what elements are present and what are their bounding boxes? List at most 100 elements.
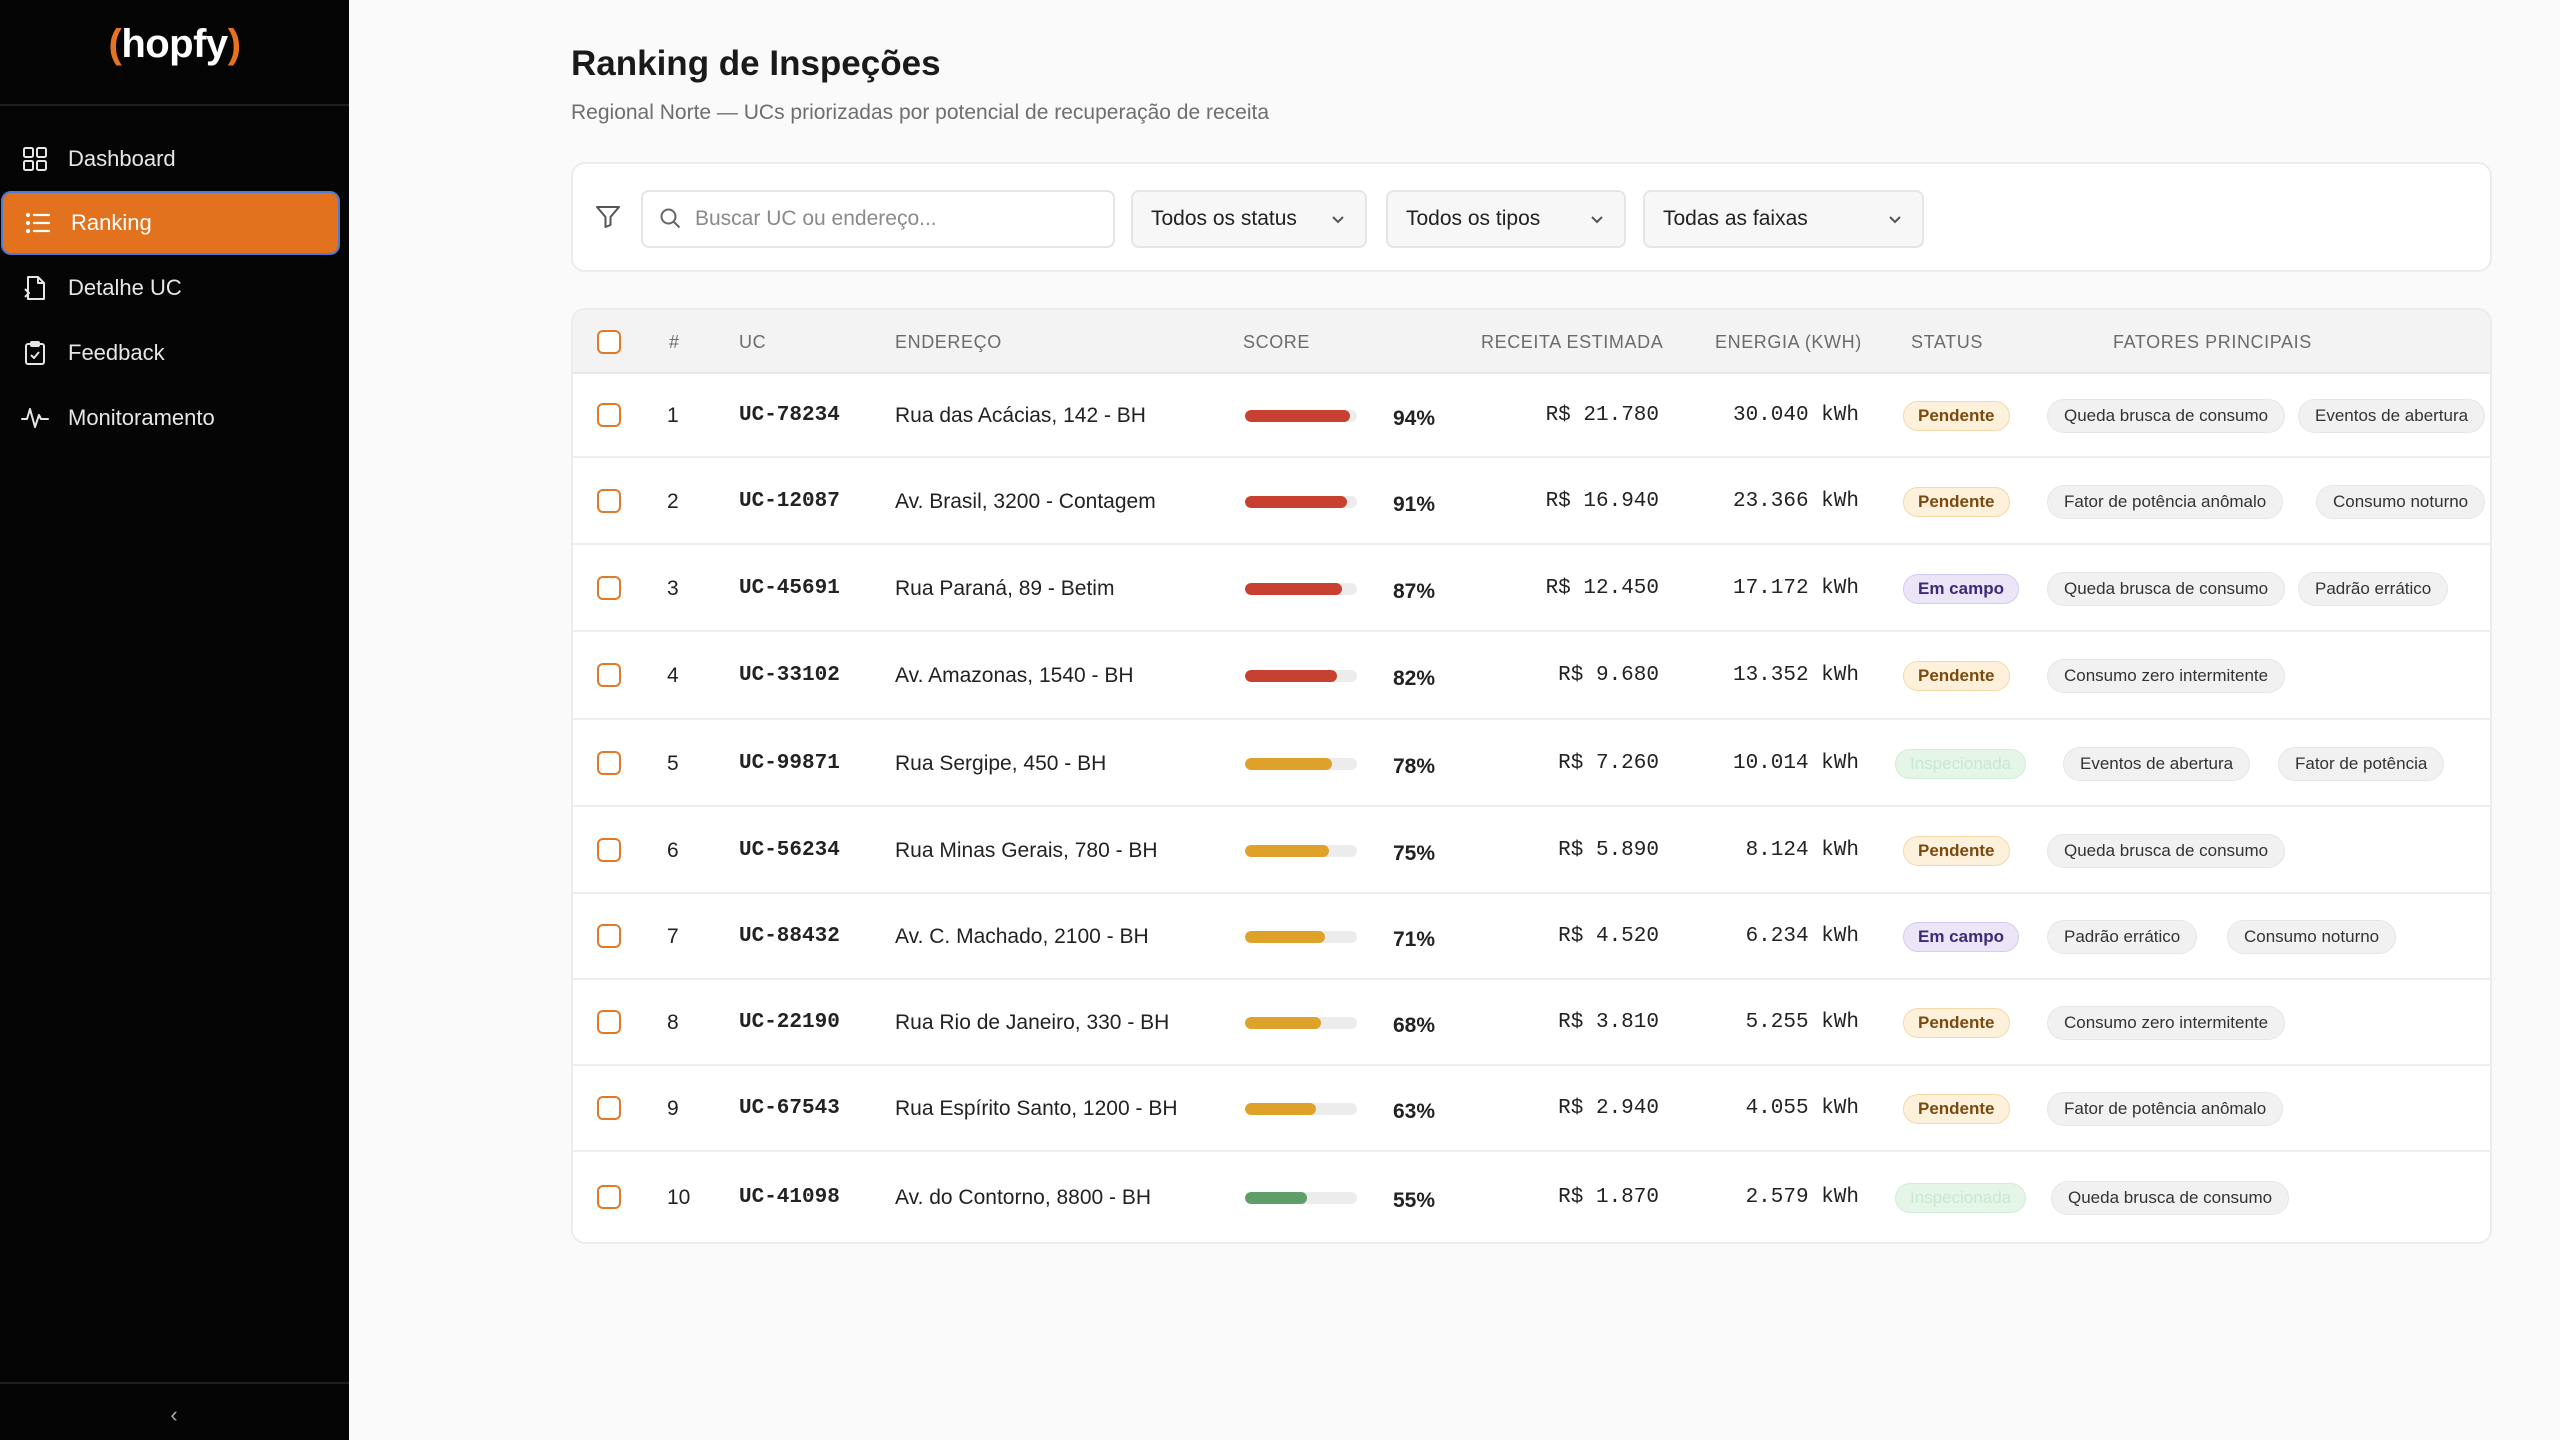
address: Rua das Acácias, 142 - BH xyxy=(895,404,1146,427)
filter-icon[interactable] xyxy=(595,204,625,234)
search-input[interactable] xyxy=(695,207,1095,231)
address: Rua Rio de Janeiro, 330 - BH xyxy=(895,1011,1170,1034)
status-badge: Pendente xyxy=(1903,661,2010,691)
table-row[interactable]: 9 UC-67543 Rua Espírito Santo, 1200 - BH 63… xyxy=(573,1066,2490,1152)
status-badge: Em campo xyxy=(1903,922,2019,952)
uc-id[interactable]: UC-41098 xyxy=(739,1186,840,1209)
score-value: 82% xyxy=(1393,667,1436,690)
estimated-revenue: R$ 4.520 xyxy=(1558,925,1659,948)
collapse-sidebar-button[interactable]: ‹ xyxy=(170,1402,178,1427)
address: Rua Sergipe, 450 - BH xyxy=(895,751,1107,775)
table-row[interactable]: 7 UC-88432 Av. C. Machado, 2100 - BH 71% R$ … xyxy=(573,894,2490,980)
uc-id[interactable]: UC-12087 xyxy=(739,489,840,513)
sidebar-divider xyxy=(0,1382,349,1384)
uc-id[interactable]: UC-33102 xyxy=(739,664,840,687)
factor-chip: Eventos de abertura xyxy=(2298,399,2486,433)
factor-chip: Consumo zero intermitente xyxy=(2047,1006,2286,1040)
score-value: 91% xyxy=(1393,492,1436,516)
estimated-revenue: R$ 2.940 xyxy=(1558,1097,1659,1120)
score-bar xyxy=(1245,1192,1357,1204)
estimated-revenue: R$ 21.780 xyxy=(1545,404,1659,427)
row-checkbox[interactable] xyxy=(597,488,621,513)
address: Av. C. Machado, 2100 - BH xyxy=(895,925,1149,948)
column-header[interactable]: STATUS xyxy=(1911,332,1983,352)
energy-kwh: 30.040 kWh xyxy=(1732,404,1859,427)
address: Rua Espírito Santo, 1200 - BH xyxy=(895,1097,1178,1120)
uc-id[interactable]: UC-99871 xyxy=(739,751,840,775)
ranking-table: # UC ENDEREÇO SCORE RECEITA ESTIMADA ENE… xyxy=(571,308,2492,1244)
factor-chip: Padrão errático xyxy=(2298,571,2449,606)
row-checkbox[interactable] xyxy=(597,1010,621,1034)
select-all-checkbox[interactable] xyxy=(597,330,621,354)
sidebar-item-dashboard[interactable]: Dashboard xyxy=(0,127,339,191)
row-checkbox[interactable] xyxy=(597,663,621,687)
energy-kwh: 13.352 kWh xyxy=(1732,664,1859,687)
brand-logo[interactable]: (hopfy) xyxy=(108,22,241,66)
factor-chip: Padrão errático xyxy=(2047,920,2198,954)
address: Av. Brasil, 3200 - Contagem xyxy=(895,489,1156,513)
table-row[interactable]: 2 UC-12087 Av. Brasil, 3200 - Contagem 91% R… xyxy=(573,458,2490,545)
search-icon xyxy=(659,207,683,231)
sidebar-item-label: Feedback xyxy=(68,340,165,365)
column-header[interactable]: FATORES PRINCIPAIS xyxy=(2113,332,2312,352)
row-checkbox[interactable] xyxy=(597,750,621,775)
column-header[interactable]: UC xyxy=(739,332,767,352)
column-header[interactable]: SCORE xyxy=(1243,332,1311,352)
row-checkbox[interactable] xyxy=(597,403,621,427)
search-box[interactable] xyxy=(641,190,1115,248)
row-checkbox[interactable] xyxy=(597,924,621,948)
uc-id[interactable]: UC-56234 xyxy=(739,838,840,862)
score-bar xyxy=(1245,495,1357,508)
table-row[interactable]: 10 UC-41098 Av. do Contorno, 8800 - BH 55% R… xyxy=(573,1152,2490,1242)
sidebar-item-label: Monitoramento xyxy=(68,405,215,430)
page-title: Ranking de Inspeções xyxy=(571,44,941,83)
sidebar-item-feedback[interactable]: Feedback xyxy=(0,321,339,385)
score-bar xyxy=(1245,582,1357,595)
estimated-revenue: R$ 16.940 xyxy=(1545,489,1659,513)
status-select-value: Todos os status xyxy=(1151,207,1297,230)
sidebar-item-monitoramento[interactable]: Monitoramento xyxy=(0,386,339,450)
row-checkbox[interactable] xyxy=(597,575,621,600)
status-select[interactable]: Todos os status xyxy=(1131,190,1367,248)
row-checkbox[interactable] xyxy=(597,1096,621,1120)
column-header[interactable]: ENERGIA (KWH) xyxy=(1715,332,1862,352)
energy-kwh: 6.234 kWh xyxy=(1745,925,1859,948)
rank-number: 9 xyxy=(667,1097,679,1120)
sidebar-item-label: Detalhe UC xyxy=(68,275,182,300)
factor-chip: Consumo noturno xyxy=(2316,484,2486,519)
score-bar xyxy=(1245,931,1357,943)
type-select-value: Todos os tipos xyxy=(1406,207,1541,230)
table-row[interactable]: 1 UC-78234 Rua das Acácias, 142 - BH 94% R$ … xyxy=(573,374,2490,458)
score-bar-fill xyxy=(1245,495,1347,508)
page-subtitle: Regional Norte — UCs priorizadas por pot… xyxy=(571,101,1270,124)
factor-chip: Eventos de abertura xyxy=(2063,746,2251,781)
uc-id[interactable]: UC-67543 xyxy=(739,1097,840,1120)
column-header[interactable]: RECEITA ESTIMADA xyxy=(1481,332,1664,352)
column-header[interactable]: # xyxy=(669,332,680,352)
score-bar-fill xyxy=(1245,582,1343,595)
factor-chip: Fator de potência xyxy=(2278,746,2445,781)
uc-id[interactable]: UC-88432 xyxy=(739,925,840,948)
score-bar-fill xyxy=(1245,670,1337,682)
table-row[interactable]: 8 UC-22190 Rua Rio de Janeiro, 330 - BH 68%… xyxy=(573,980,2490,1066)
score-bar-fill xyxy=(1245,757,1333,770)
column-header[interactable]: ENDEREÇO xyxy=(895,332,1002,352)
row-checkbox[interactable] xyxy=(597,1185,621,1209)
table-header: # UC ENDEREÇO SCORE RECEITA ESTIMADA ENE… xyxy=(573,310,2490,374)
row-checkbox[interactable] xyxy=(597,837,621,862)
uc-id[interactable]: UC-22190 xyxy=(739,1011,840,1034)
table-row[interactable]: 4 UC-33102 Av. Amazonas, 1540 - BH 82% R$ 9.… xyxy=(573,632,2490,720)
sidebar-item-detalhe-uc[interactable]: Detalhe UC xyxy=(0,256,339,320)
table-row[interactable]: 6 UC-56234 Rua Minas Gerais, 780 - BH 75% R$… xyxy=(573,807,2490,894)
rank-number: 10 xyxy=(667,1186,691,1209)
uc-id[interactable]: UC-45691 xyxy=(739,576,840,600)
table-row[interactable]: 5 UC-99871 Rua Sergipe, 450 - BH 78% R$ 7.26… xyxy=(573,720,2490,807)
score-bar xyxy=(1245,1103,1357,1115)
table-row[interactable]: 3 UC-45691 Rua Paraná, 89 - Betim 87% R$ 12.… xyxy=(573,545,2490,632)
range-select[interactable]: Todas as faixas xyxy=(1643,190,1924,248)
score-bar-fill xyxy=(1245,844,1329,857)
uc-id[interactable]: UC-78234 xyxy=(739,404,840,427)
score-value: 55% xyxy=(1393,1189,1436,1212)
sidebar-item-ranking[interactable]: Ranking xyxy=(1,191,340,255)
type-select[interactable]: Todos os tipos xyxy=(1386,190,1626,248)
